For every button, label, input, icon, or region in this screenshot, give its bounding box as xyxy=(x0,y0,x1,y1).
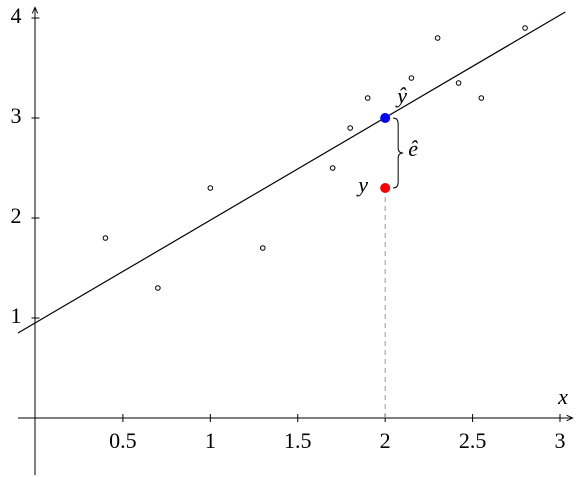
data-point xyxy=(479,96,484,101)
x-tick-label: 3 xyxy=(555,428,566,453)
residual-label: ê xyxy=(408,136,418,161)
x-axis-label: x xyxy=(557,384,568,409)
x-tick-label: 1 xyxy=(205,428,216,453)
x-tick-label: 2 xyxy=(380,428,391,453)
data-point xyxy=(409,76,414,81)
y-tick-label: 4 xyxy=(10,3,21,28)
y-tick-label: 3 xyxy=(10,103,21,128)
y-tick-label: 1 xyxy=(10,303,21,328)
data-point xyxy=(348,126,353,131)
y-tick-label: 2 xyxy=(10,203,21,228)
fit-line xyxy=(18,12,565,333)
x-tick-label: 0.5 xyxy=(109,428,137,453)
data-point xyxy=(435,36,440,41)
highlight-point xyxy=(380,183,390,193)
x-tick-label: 1.5 xyxy=(284,428,312,453)
data-point xyxy=(103,236,108,241)
x-tick-label: 2.5 xyxy=(459,428,487,453)
data-point xyxy=(260,246,265,251)
data-point xyxy=(456,81,461,86)
data-point xyxy=(365,96,370,101)
data-point xyxy=(523,26,528,31)
data-point xyxy=(208,186,213,191)
observed-label: y xyxy=(356,172,368,197)
highlight-point xyxy=(380,113,390,123)
data-point xyxy=(156,286,161,291)
chart: x 0.5 1 1.5 2 2.5 3 1 2 3 4 ŷ y ê xyxy=(0,0,578,477)
residual-brace xyxy=(393,118,403,188)
data-point xyxy=(330,166,335,171)
fitted-label: ŷ xyxy=(395,83,407,108)
